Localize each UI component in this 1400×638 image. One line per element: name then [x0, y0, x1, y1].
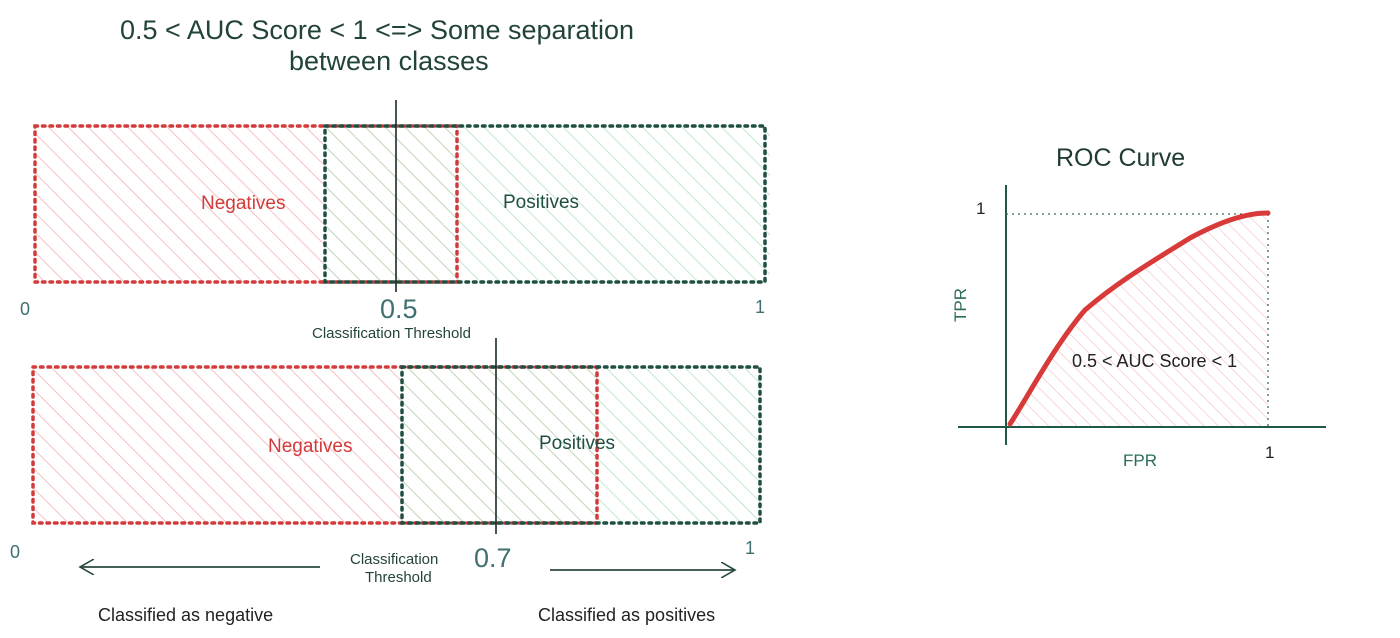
top-negatives-label: Negatives	[201, 193, 286, 214]
top-positives-region	[325, 126, 770, 282]
roc-title: ROC Curve	[1056, 144, 1186, 172]
page-title-line1: 0.5 < AUC Score < 1 <=> Some separation	[120, 15, 635, 45]
top-positives-box	[323, 124, 767, 284]
page-title-line2: between classes	[289, 46, 489, 76]
bottom-positives-region	[402, 367, 760, 523]
roc-auc-area	[1010, 213, 1268, 427]
bottom-threshold-caption-line1: Classification	[350, 551, 439, 568]
roc-y-tick: 1	[976, 199, 986, 218]
roc-chart	[958, 185, 1326, 445]
bottom-positives-label: Positives	[539, 433, 616, 454]
top-negatives-box	[33, 124, 459, 284]
bottom-positives-box	[400, 365, 762, 525]
bottom-threshold-caption-line2: Threshold	[365, 569, 432, 586]
roc-x-tick: 1	[1265, 443, 1275, 462]
top-panel	[33, 100, 770, 292]
top-tick-one: 1	[755, 297, 766, 317]
top-threshold-value: 0.5	[380, 294, 418, 324]
classified-negative-label: Classified as negative	[98, 605, 274, 625]
bottom-tick-one: 1	[745, 538, 756, 558]
top-tick-zero: 0	[20, 299, 31, 319]
bottom-panel	[31, 338, 762, 570]
roc-auc-label: 0.5 < AUC Score < 1	[1072, 351, 1238, 371]
roc-y-label: TPR	[951, 288, 970, 322]
top-positives-label: Positives	[503, 192, 580, 213]
roc-curve	[1007, 210, 1271, 427]
bottom-negatives-label: Negatives	[268, 436, 353, 457]
bottom-threshold-value: 0.7	[474, 543, 512, 573]
roc-x-label: FPR	[1123, 451, 1157, 470]
top-threshold-caption: Classification Threshold	[312, 325, 471, 342]
bottom-tick-zero: 0	[10, 542, 21, 562]
classified-positive-label: Classified as positives	[538, 605, 716, 625]
